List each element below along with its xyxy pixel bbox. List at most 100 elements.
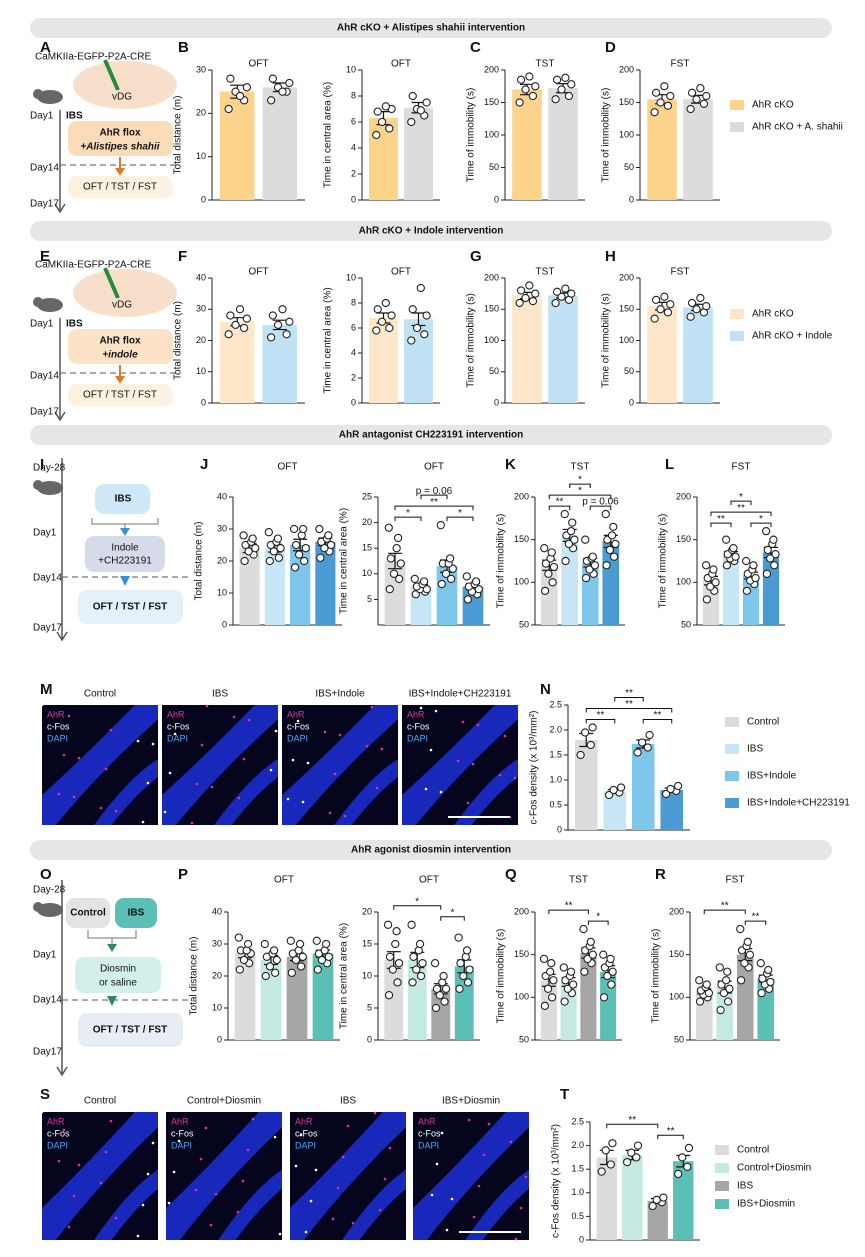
data-point (605, 545, 615, 555)
box (78, 1013, 183, 1047)
cell (509, 1140, 513, 1144)
data-point (326, 540, 336, 550)
sig-label: * (759, 514, 763, 525)
dapi-band (42, 705, 158, 825)
data-point (528, 91, 538, 101)
sig-label: ** (752, 912, 760, 923)
data-point (652, 1195, 661, 1205)
sig-bracket (710, 511, 772, 517)
micrograph-title: Control+Diosmin (187, 1096, 261, 1107)
bar (315, 541, 336, 625)
data-point (560, 997, 569, 1006)
data-point (660, 82, 669, 91)
data-point (564, 539, 574, 549)
data-point (580, 728, 590, 737)
legend-label: IBS (737, 1181, 753, 1192)
data-point (678, 1153, 687, 1162)
cell (439, 790, 443, 794)
mouse (37, 90, 63, 104)
data-point (422, 98, 431, 107)
data-point (383, 920, 393, 929)
data-point (313, 965, 322, 974)
diagram-label: +Alistipes shahii (80, 142, 159, 153)
cell (72, 795, 76, 799)
sig-label: p = 0.06 (582, 497, 619, 508)
data-point (608, 967, 617, 976)
box (68, 121, 173, 156)
y-tick-label: 1.0 (571, 1187, 584, 1197)
cell (72, 1194, 76, 1198)
data-point (711, 578, 720, 587)
data-point (736, 976, 746, 985)
data-point (722, 561, 732, 570)
y-tick-label: 0 (201, 397, 206, 407)
data-point (740, 959, 749, 968)
y-tick-label: 100 (619, 129, 634, 139)
data-point (579, 924, 588, 934)
cell (286, 797, 290, 801)
data-point (264, 528, 273, 537)
arrowhead (56, 1066, 68, 1077)
data-point (651, 295, 661, 305)
panel-letter: S (40, 1086, 50, 1103)
data-point (702, 980, 711, 989)
diagram-label: Day14 (30, 371, 59, 382)
channel-label: DAPI (47, 1140, 68, 1150)
y-axis-label: Total distance (m) (173, 301, 184, 380)
y-tick-label: 150 (514, 949, 529, 959)
cell (99, 1181, 103, 1185)
sig-bracket (744, 920, 767, 926)
diagram-label: IBS (66, 111, 83, 122)
y-tick-label: 150 (676, 534, 691, 544)
cell (62, 753, 66, 757)
y-tick-label: 30 (196, 304, 206, 314)
cell (294, 1164, 298, 1168)
data-point (268, 74, 278, 83)
data-point (590, 561, 600, 570)
bar (512, 89, 542, 200)
data-point (549, 562, 559, 572)
cell (136, 1234, 140, 1238)
dapi-band (290, 1112, 406, 1240)
y-tick-label: 30 (212, 938, 222, 948)
data-point (549, 976, 558, 985)
data-point (381, 102, 390, 111)
box (95, 484, 150, 514)
data-point (459, 971, 468, 981)
bar (683, 99, 713, 200)
cell (445, 1228, 449, 1232)
y-tick-label: 50 (519, 1034, 529, 1044)
y-tick-label: 10 (362, 568, 372, 578)
cell (323, 730, 327, 734)
data-point (317, 955, 327, 965)
channel-label: AhR (171, 1116, 189, 1126)
y-tick-label: 15 (362, 938, 372, 948)
data-point (650, 314, 659, 323)
bar (600, 971, 617, 1040)
y-tick-label: 20 (217, 555, 227, 565)
cell (214, 1192, 218, 1196)
y-axis-label: Time of immobility (s) (651, 929, 662, 1024)
data-point (408, 978, 417, 987)
data-point (588, 950, 598, 959)
data-point (265, 556, 274, 566)
data-point (273, 534, 283, 543)
legend-label: IBS+Indole (747, 771, 797, 782)
data-point (692, 95, 701, 104)
cell (333, 772, 337, 776)
cell (274, 729, 278, 733)
legend-label: IBS (747, 744, 763, 755)
data-point (462, 946, 472, 955)
data-point (463, 978, 473, 987)
data-point (715, 963, 724, 972)
data-point (430, 959, 440, 968)
data-point (272, 955, 281, 965)
dapi-band (454, 759, 518, 825)
data-point (673, 781, 683, 791)
sig-label: p = 0.06 (416, 486, 453, 497)
data-point (588, 552, 597, 561)
dapi-band (94, 1169, 158, 1240)
cell (237, 796, 241, 800)
cell (151, 742, 155, 746)
data-point (455, 984, 464, 993)
